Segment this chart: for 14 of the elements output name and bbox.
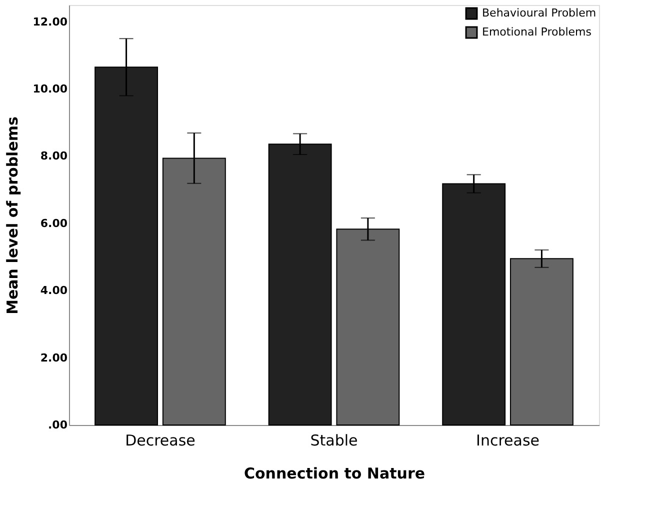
x-tick-label: Increase: [476, 432, 540, 450]
y-tick-label: 2.00: [40, 351, 68, 364]
y-tick-label: 6.00: [40, 216, 68, 230]
y-tick-label: 12.00: [32, 15, 68, 28]
legend-label: Emotional Problems: [482, 26, 592, 38]
x-tick-label: Decrease: [125, 432, 196, 450]
y-tick-label: .00: [48, 418, 68, 432]
y-tick-label: 4.00: [40, 284, 68, 298]
y-axis-title: Mean level of problems: [4, 116, 22, 314]
legend-label: Behavioural Problem: [482, 6, 596, 20]
x-axis-title: Connection to Nature: [244, 464, 426, 482]
y-tick-label: 10.00: [32, 82, 68, 96]
y-tick-label: 8.00: [40, 150, 68, 163]
x-tick-label: Stable: [310, 432, 358, 450]
